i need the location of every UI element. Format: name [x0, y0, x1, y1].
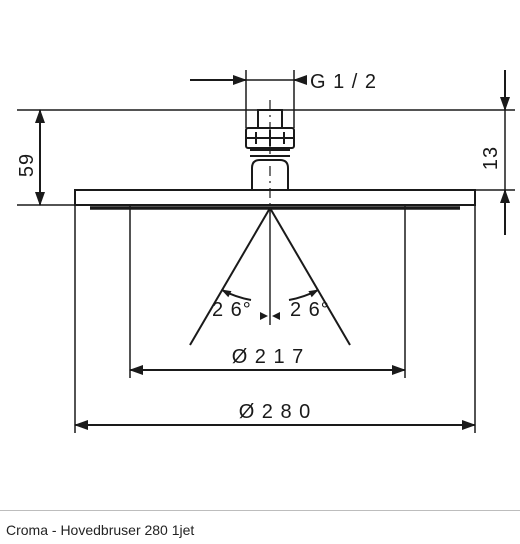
dim-height-top: 13: [480, 146, 502, 170]
dim-thread: G 1 / 2: [310, 71, 377, 93]
dim-angle-left: 2 6°: [212, 299, 252, 321]
dim-diam-inner: Ø 2 1 7: [232, 346, 305, 368]
dim-height-total: 59: [16, 153, 38, 177]
dim-angle-right: 2 6°: [290, 299, 330, 321]
caption: Croma - Hovedbruser 280 1jet: [6, 522, 194, 538]
diagram-container: 59 13 G 1 / 2 2 6° 2 6° Ø 2 1 7 Ø 2 8 0 …: [0, 0, 520, 544]
divider: [0, 510, 520, 511]
dim-diam-outer: Ø 2 8 0: [239, 401, 312, 423]
technical-drawing: 59 13 G 1 / 2 2 6° 2 6° Ø 2 1 7 Ø 2 8 0: [0, 0, 520, 544]
